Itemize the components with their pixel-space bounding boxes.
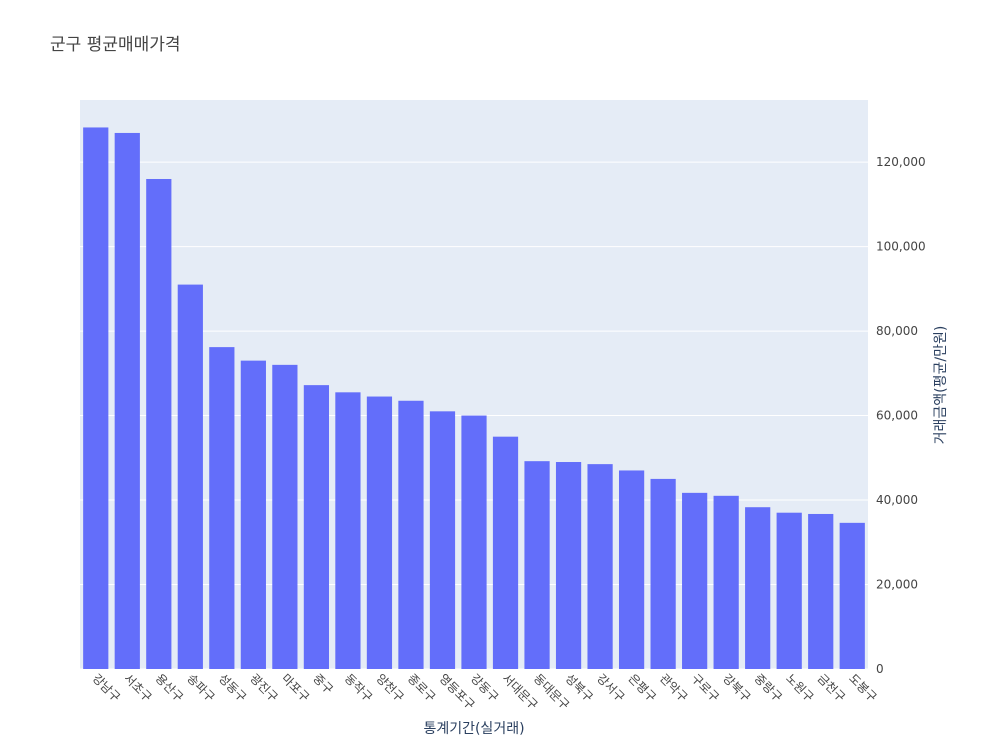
bar bbox=[335, 392, 361, 669]
bar bbox=[177, 284, 203, 669]
bar bbox=[209, 347, 235, 669]
bar bbox=[83, 127, 109, 669]
y-tick-label: 0 bbox=[876, 662, 884, 676]
x-tick-label: 서초구 bbox=[121, 671, 154, 704]
x-tick-label: 강서구 bbox=[594, 671, 627, 704]
bar bbox=[492, 436, 519, 669]
x-tick-label: 강남구 bbox=[90, 671, 123, 704]
x-axis-title: 통계기간(실거래) bbox=[423, 721, 524, 737]
x-tick-label: 마포구 bbox=[279, 671, 312, 704]
y-tick-label: 60,000 bbox=[876, 409, 918, 423]
bar bbox=[524, 461, 550, 669]
y-tick-label: 20,000 bbox=[876, 578, 918, 592]
x-tick-label: 관악구 bbox=[657, 671, 690, 704]
bar bbox=[682, 492, 708, 669]
bar bbox=[146, 178, 172, 670]
x-tick-label: 송파구 bbox=[184, 671, 217, 704]
x-tick-label: 양천구 bbox=[373, 671, 407, 705]
bar bbox=[272, 364, 298, 669]
x-tick-label: 구로구 bbox=[689, 671, 722, 704]
x-tick-label: 성동구 bbox=[216, 671, 249, 704]
bar bbox=[114, 132, 140, 669]
bar bbox=[776, 512, 802, 669]
x-tick-label: 중랑구 bbox=[752, 671, 785, 704]
y-tick-label: 120,000 bbox=[876, 155, 926, 169]
x-tick-label: 광진구 bbox=[247, 671, 280, 704]
bar bbox=[398, 400, 424, 669]
bar bbox=[366, 396, 393, 669]
bar bbox=[650, 478, 676, 669]
x-tick-label: 종로구 bbox=[405, 671, 438, 704]
x-tick-label: 용산구 bbox=[153, 671, 186, 704]
bar bbox=[429, 411, 456, 669]
y-axis-title: 거래금액(평균/만원) bbox=[933, 326, 949, 445]
bar bbox=[839, 522, 865, 669]
bar bbox=[461, 415, 487, 669]
x-tick-label: 은평구 bbox=[625, 671, 658, 704]
x-tick-label: 동작구 bbox=[342, 671, 375, 704]
bar bbox=[808, 513, 834, 669]
bar bbox=[618, 470, 645, 669]
bar bbox=[303, 385, 330, 669]
y-tick-label: 100,000 bbox=[876, 240, 926, 254]
bar bbox=[587, 464, 613, 669]
chart-title: 군구 평균매매가격 bbox=[50, 35, 181, 55]
bar bbox=[555, 462, 582, 669]
y-tick-label: 80,000 bbox=[876, 324, 918, 338]
x-tick-label: 노원구 bbox=[783, 671, 816, 704]
y-tick-label: 40,000 bbox=[876, 493, 918, 507]
x-tick-label: 금천구 bbox=[815, 671, 849, 705]
x-tick-label: 중구 bbox=[310, 671, 336, 697]
bar bbox=[713, 495, 739, 669]
bar bbox=[745, 507, 771, 669]
x-tick-label: 강북구 bbox=[720, 671, 753, 704]
x-tick-label: 도봉구 bbox=[846, 671, 879, 704]
bar bbox=[240, 360, 266, 669]
